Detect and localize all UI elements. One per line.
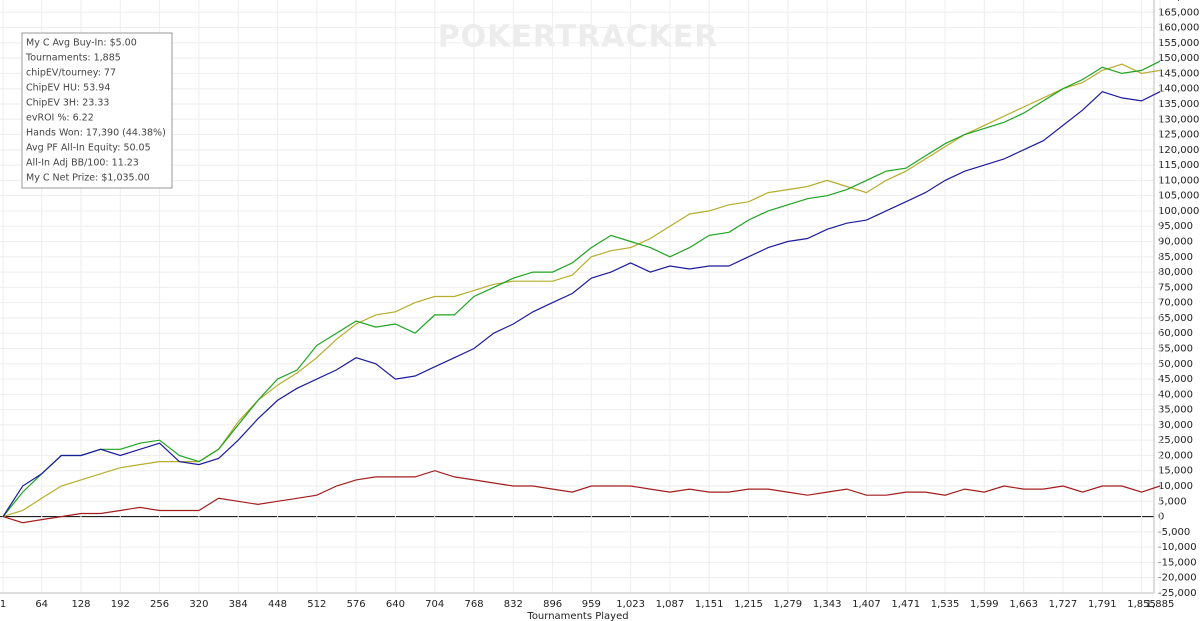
- x-tick-label: 1,407: [852, 599, 881, 610]
- x-tick-label: 1,087: [656, 599, 685, 610]
- y-tick-label: 65,000: [1158, 313, 1193, 324]
- y-tick-label: 5,000: [1158, 496, 1187, 507]
- x-tick-label: 384: [229, 599, 248, 610]
- x-tick-label: 320: [189, 599, 208, 610]
- x-tick-label: 192: [111, 599, 130, 610]
- series-line: [2, 91, 1161, 517]
- y-tick-label: 170,000: [1158, 0, 1199, 3]
- x-tick-label: 1,727: [1049, 599, 1078, 610]
- y-tick-label: 165,000: [1158, 7, 1199, 18]
- y-tick-label: 80,000: [1158, 267, 1193, 278]
- y-tick-label: 40,000: [1158, 389, 1193, 400]
- series-line: [2, 63, 1161, 518]
- y-tick-label: 70,000: [1158, 298, 1193, 309]
- x-axis-title: Tournaments Played: [526, 611, 628, 621]
- stat-line: ChipEV 3H: 23.33: [26, 98, 109, 109]
- y-tick-label: 75,000: [1158, 282, 1193, 293]
- y-tick-label: 30,000: [1158, 420, 1193, 431]
- y-tick-label: 10,000: [1158, 481, 1193, 492]
- stat-line: evROI %: 6.22: [26, 113, 94, 124]
- x-tick-label: 256: [150, 599, 169, 610]
- x-tick-label: 1,791: [1088, 599, 1117, 610]
- y-tick-label: 110,000: [1158, 175, 1199, 186]
- x-tick-label: 1,279: [774, 599, 803, 610]
- series-line: [2, 60, 1161, 517]
- y-tick-label: 160,000: [1158, 23, 1199, 34]
- y-tick-label: 35,000: [1158, 405, 1193, 416]
- y-tick-label: 140,000: [1158, 84, 1199, 95]
- y-tick-label: 90,000: [1158, 237, 1193, 248]
- y-tick-label: 55,000: [1158, 343, 1193, 354]
- x-tick-label: 512: [307, 599, 326, 610]
- y-tick-label: 85,000: [1158, 252, 1193, 263]
- y-tick-label: 130,000: [1158, 114, 1199, 125]
- y-tick-label: 20,000: [1158, 450, 1193, 461]
- x-tick-label: 64: [35, 599, 48, 610]
- x-tick-label: 896: [543, 599, 562, 610]
- x-tick-label: 1,885: [1146, 599, 1175, 610]
- y-tick-label: 60,000: [1158, 328, 1193, 339]
- y-tick-label: -5,000: [1158, 527, 1190, 538]
- x-tick-label: 1: [0, 599, 6, 610]
- stat-line: My C Net Prize: $1,035.00: [26, 173, 150, 184]
- y-tick-label: 120,000: [1158, 145, 1199, 156]
- stat-line: My C Avg Buy-In: $5.00: [26, 38, 137, 49]
- stats-frame: [21, 32, 173, 189]
- y-tick-label: 100,000: [1158, 206, 1199, 217]
- y-tick-label: 95,000: [1158, 221, 1193, 232]
- stats-box: My C Avg Buy-In: $5.00 Tournaments: 1,885…: [21, 32, 173, 189]
- x-tick-label: 704: [425, 599, 444, 610]
- y-tick-label: 0: [1158, 512, 1164, 523]
- y-tick-label: -25,000: [1158, 588, 1197, 599]
- stat-line: Avg PF All-In Equity: 50.05: [26, 143, 151, 154]
- y-tick-label: 105,000: [1158, 191, 1199, 202]
- y-tick-label: -15,000: [1158, 557, 1197, 568]
- x-tick-label: 1,151: [695, 599, 724, 610]
- x-tick-label: 1,215: [734, 599, 763, 610]
- stat-line: All-In Adj BB/100: 11.23: [26, 158, 139, 169]
- stat-line: Hands Won: 17,390 (44.38%): [26, 128, 166, 139]
- series-line: [2, 470, 1161, 524]
- x-tick-label: 1,023: [616, 599, 645, 610]
- x-tick-label: 128: [71, 599, 90, 610]
- y-tick-label: 150,000: [1158, 53, 1199, 64]
- x-tick-label: 1,343: [813, 599, 842, 610]
- x-tick-label: 1,599: [970, 599, 999, 610]
- x-tick-label: 640: [386, 599, 405, 610]
- x-tick-label: 1,535: [931, 599, 960, 610]
- x-tick-label: 448: [268, 599, 287, 610]
- x-tick-label: 959: [582, 599, 601, 610]
- y-tick-label: 45,000: [1158, 374, 1193, 385]
- x-tick-label: 1,471: [891, 599, 920, 610]
- x-tick-label: 1,855: [1127, 599, 1156, 610]
- stat-line: ChipEV HU: 53.94: [26, 83, 110, 94]
- y-tick-label: 50,000: [1158, 359, 1193, 370]
- x-tick-label: 576: [347, 599, 366, 610]
- y-tick-label: 125,000: [1158, 130, 1199, 141]
- y-tick-label: 155,000: [1158, 38, 1199, 49]
- y-tick-label: -10,000: [1158, 542, 1197, 553]
- stat-line: chipEV/tourney: 77: [26, 68, 116, 79]
- y-tick-label: 115,000: [1158, 160, 1199, 171]
- y-tick-label: 145,000: [1158, 68, 1199, 79]
- y-tick-label: 135,000: [1158, 99, 1199, 110]
- y-tick-label: 15,000: [1158, 466, 1193, 477]
- x-tick-label: 1,663: [1009, 599, 1038, 610]
- x-tick-label: 832: [504, 599, 523, 610]
- x-tick-label: 768: [464, 599, 483, 610]
- stat-line: Tournaments: 1,885: [25, 53, 121, 64]
- watermark: POKERTRACKER: [438, 20, 719, 55]
- y-tick-label: -20,000: [1158, 573, 1197, 584]
- y-tick-label: 25,000: [1158, 435, 1193, 446]
